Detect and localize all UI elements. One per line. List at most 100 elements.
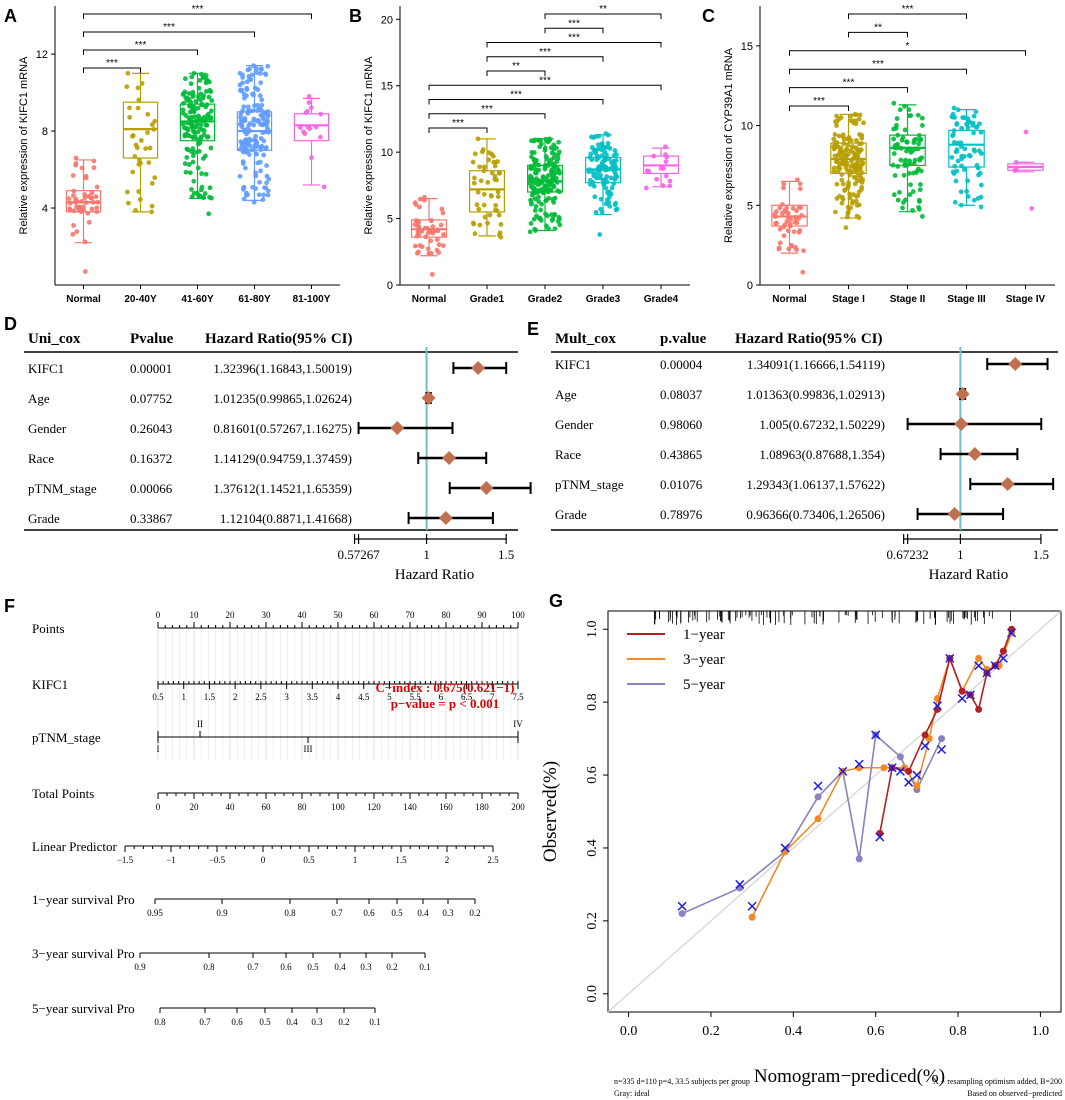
scale-label: 0.8 <box>203 962 215 972</box>
data-point <box>491 153 496 159</box>
row-pvalue: 0.78976 <box>660 507 703 522</box>
data-point <box>199 102 204 108</box>
y-tick-label: 10 <box>381 147 393 159</box>
series-point <box>958 687 966 695</box>
y-tick-label: 0.2 <box>585 912 600 930</box>
series-line <box>879 628 1013 834</box>
y-tick-label: 15 <box>381 81 393 93</box>
data-point <box>1023 129 1029 135</box>
data-point <box>954 147 960 153</box>
significance-bracket <box>83 31 255 37</box>
data-point <box>842 159 848 165</box>
data-point <box>441 232 446 237</box>
data-point <box>597 175 603 181</box>
data-point <box>425 246 431 252</box>
significance-label: *** <box>192 4 204 15</box>
data-point <box>598 196 604 202</box>
hr-diamond <box>479 481 494 495</box>
data-point <box>534 168 539 174</box>
data-point <box>135 105 141 111</box>
optimism-cross <box>998 653 1008 663</box>
data-point <box>894 116 900 121</box>
significance-label: *** <box>813 96 825 107</box>
data-point <box>416 229 422 234</box>
x-axis-title: Nomogram−prediced(%) <box>754 1066 945 1087</box>
scale-label: 0.95 <box>147 908 163 918</box>
data-point <box>788 216 794 222</box>
data-point <box>265 192 271 198</box>
data-point <box>848 205 853 211</box>
data-point <box>416 249 421 255</box>
data-point <box>243 142 249 147</box>
optimism-cross <box>838 766 848 776</box>
data-point <box>199 171 205 177</box>
scale-label: 0.6 <box>231 1017 243 1027</box>
data-point <box>898 157 904 163</box>
hr-diamond <box>947 507 962 521</box>
x-tick-label: 0.0 <box>620 1024 638 1039</box>
significance-bracket <box>789 50 1026 56</box>
data-point <box>773 209 779 215</box>
data-point <box>791 229 797 235</box>
data-point <box>492 163 498 169</box>
data-point <box>845 183 851 189</box>
data-point <box>497 230 503 236</box>
data-point <box>247 66 253 72</box>
data-point <box>259 97 265 103</box>
data-point <box>605 141 611 146</box>
data-point <box>241 184 247 190</box>
data-point <box>203 80 209 86</box>
data-point <box>471 180 477 186</box>
x-tick-label: Grade3 <box>586 294 621 305</box>
data-point <box>832 209 838 215</box>
data-point <box>152 175 158 181</box>
hr-diamond <box>390 421 405 435</box>
panel-g-calibration-plot: 0.0 0.2 0.4 0.6 0.8 1.0 0.0 0.2 0.4 0.6 0.8 1.0 Nomo… <box>540 610 1062 1098</box>
data-point <box>917 187 923 193</box>
data-point <box>859 141 864 147</box>
data-point <box>607 203 613 209</box>
data-point <box>82 239 88 245</box>
significance-bracket <box>486 42 662 48</box>
data-point <box>251 122 257 128</box>
data-point <box>481 202 487 208</box>
data-point <box>548 172 554 178</box>
data-point <box>182 161 188 167</box>
data-point <box>781 233 787 239</box>
data-point <box>259 102 265 108</box>
data-point <box>208 145 214 151</box>
significance-label: *** <box>481 104 493 115</box>
data-point <box>536 194 541 200</box>
significance-bracket <box>789 105 849 111</box>
data-point <box>907 161 913 167</box>
y-axis-title: Relative expression of CYP39A1 mRNA <box>723 47 735 243</box>
scale-label: 0.9 <box>216 908 228 918</box>
data-point <box>915 112 921 118</box>
scale-label: 3 <box>284 692 289 702</box>
data-point <box>496 212 502 218</box>
data-point <box>833 119 838 124</box>
data-point <box>197 193 203 199</box>
y-axis-title: Relative expression of KIFC1 mRNA <box>363 56 375 235</box>
row-hr-text: 0.96366(0.73406,1.26506) <box>746 507 885 522</box>
series-point <box>748 913 756 921</box>
data-point <box>191 178 197 184</box>
data-point <box>185 96 191 101</box>
data-point <box>71 193 76 198</box>
data-point <box>612 176 617 182</box>
data-point <box>910 207 915 213</box>
data-point <box>590 170 596 176</box>
data-point <box>837 150 843 156</box>
scale-name: Total Points <box>32 786 94 801</box>
data-point <box>834 181 840 187</box>
data-point <box>660 183 666 189</box>
data-point <box>494 208 500 214</box>
data-point <box>251 63 257 69</box>
data-point <box>251 199 257 205</box>
significance-bracket <box>83 13 312 19</box>
scale-label: 0.4 <box>286 1017 298 1027</box>
data-point <box>137 197 143 202</box>
data-point <box>797 186 803 192</box>
scale-label: 50 <box>334 610 344 620</box>
scale-label: 0.8 <box>284 908 296 918</box>
